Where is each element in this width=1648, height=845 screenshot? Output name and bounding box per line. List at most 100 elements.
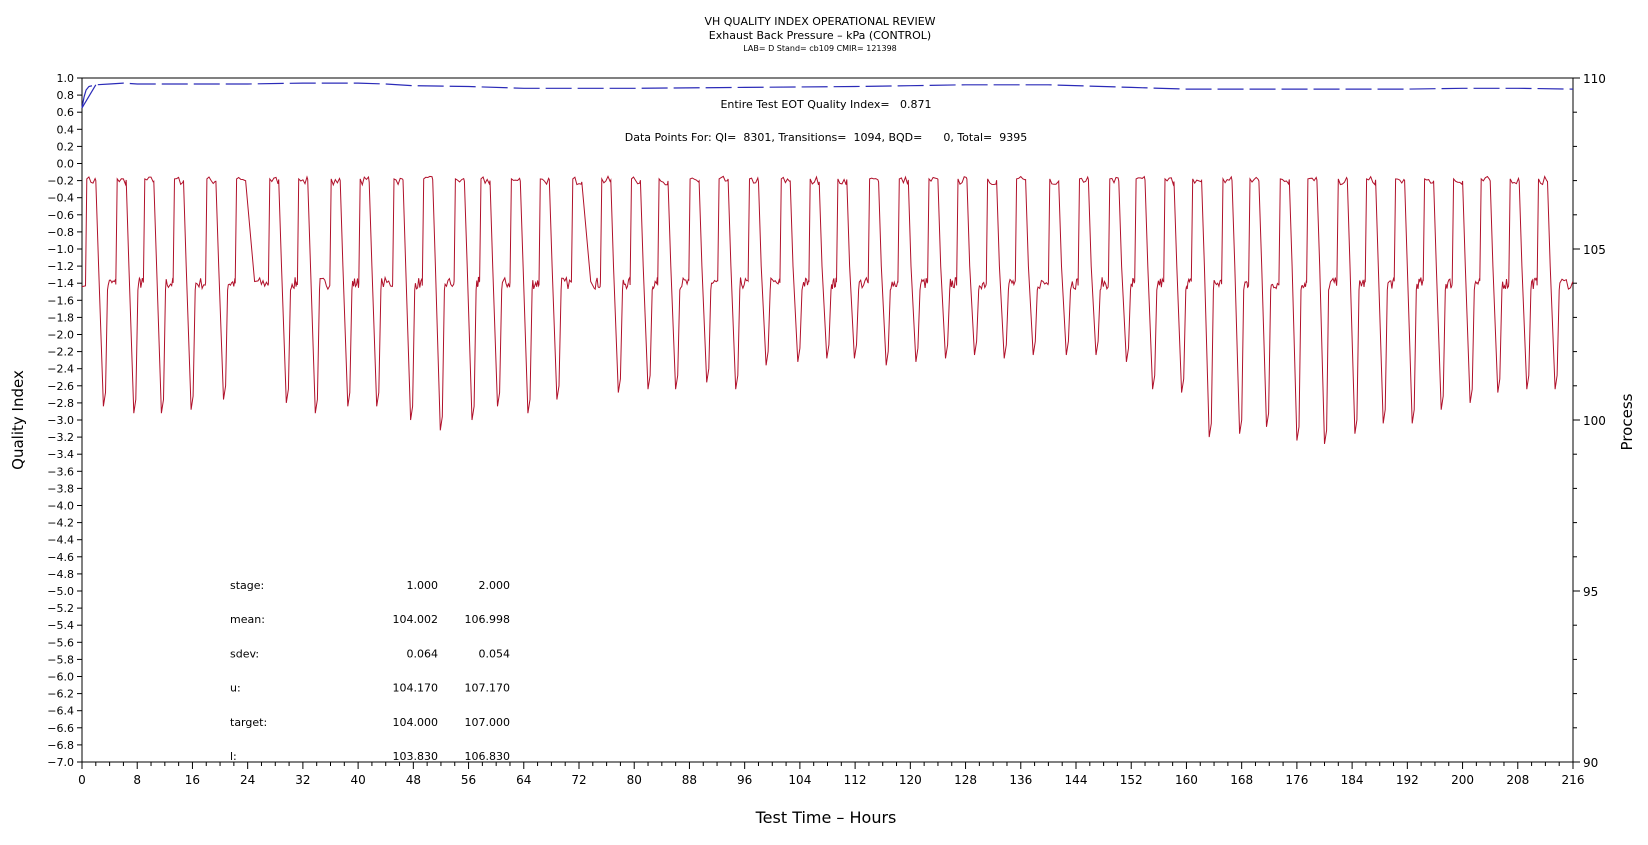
x-tick-label: 48 <box>406 773 421 787</box>
y-left-tick-label: 0.2 <box>57 140 75 153</box>
y-right-tick-label: 90 <box>1583 756 1598 770</box>
x-tick-label: 176 <box>1285 773 1308 787</box>
process-line <box>81 175 1574 444</box>
stats-label: mean: <box>230 613 265 626</box>
stats-value-stage2: 2.000 <box>479 579 511 592</box>
x-tick-label: 0 <box>78 773 86 787</box>
x-tick-label: 136 <box>1009 773 1032 787</box>
x-tick-label: 24 <box>240 773 255 787</box>
y-left-tick-label: −5.8 <box>47 653 74 666</box>
x-tick-label: 128 <box>954 773 977 787</box>
y-left-tick-label: −3.6 <box>47 465 74 478</box>
y-left-tick-label: −4.2 <box>47 517 74 530</box>
y-right-tick-label: 100 <box>1583 414 1606 428</box>
y-left-tick-label: −3.2 <box>47 431 74 444</box>
x-tick-label: 104 <box>788 773 811 787</box>
stats-value-stage2: 107.170 <box>465 682 511 695</box>
y-left-tick-label: −6.6 <box>47 722 74 735</box>
eot-quality-index: Entire Test EOT Quality Index= 0.871 <box>720 98 931 111</box>
stats-label: l: <box>230 750 237 763</box>
x-tick-label: 192 <box>1396 773 1419 787</box>
y-left-tick-label: −6.0 <box>47 671 74 684</box>
y-left-tick-label: −2.4 <box>47 363 74 376</box>
y-left-tick-label: −6.2 <box>47 688 74 701</box>
chart-title: VH QUALITY INDEX OPERATIONAL REVIEW <box>704 15 935 28</box>
y-left-tick-label: −2.0 <box>47 329 74 342</box>
x-tick-label: 112 <box>844 773 867 787</box>
y-left-tick-label: −3.0 <box>47 414 74 427</box>
quality-index-start <box>81 84 97 109</box>
quality-index-line <box>81 82 1574 109</box>
x-tick-label: 168 <box>1230 773 1253 787</box>
y-left-tick-label: −6.8 <box>47 739 74 752</box>
y-left-tick-label: −4.8 <box>47 568 74 581</box>
y-left-axis-label: Quality Index <box>9 370 27 470</box>
y-left-tick-label: −1.2 <box>47 260 74 273</box>
y-left-tick-label: −0.2 <box>47 175 74 188</box>
y-left-tick-label: −5.0 <box>47 585 74 598</box>
stats-value-stage1: 1.000 <box>407 579 439 592</box>
stats-label: sdev: <box>230 647 259 660</box>
y-left-tick-label: −2.6 <box>47 380 74 393</box>
y-right-axis-label: Process <box>1618 393 1636 450</box>
y-left-tick-label: −2.8 <box>47 397 74 410</box>
x-tick-label: 160 <box>1175 773 1198 787</box>
stats-value-stage1: 0.064 <box>407 647 439 660</box>
x-tick-label: 32 <box>295 773 310 787</box>
stats-label: target: <box>230 716 267 729</box>
y-left-tick-label: −1.6 <box>47 294 74 307</box>
y-left-tick-label: −3.4 <box>47 448 74 461</box>
stats-label: u: <box>230 682 241 695</box>
y-left-tick-label: 0.0 <box>57 158 75 171</box>
x-tick-label: 120 <box>899 773 922 787</box>
y-left-axis: 1.0 0.8 0.6 0.4 0.2 0.0 −0.2 −0.4 −0.6 −0.8 −1.0 −1… <box>47 72 82 769</box>
y-left-tick-label: 1.0 <box>57 72 75 85</box>
stats-value-stage1: 104.170 <box>393 682 439 695</box>
chart-subtitle: Exhaust Back Pressure – kPa (CONTROL) <box>709 29 931 42</box>
x-tick-label: 200 <box>1451 773 1474 787</box>
x-tick-label: 152 <box>1120 773 1143 787</box>
x-axis: 0 8 16 24 32 40 48 56 64 72 80 88 96 104 112 120 128 136 1… <box>78 762 1584 787</box>
y-left-tick-label: −1.4 <box>47 277 74 290</box>
stats-label: stage: <box>230 579 264 592</box>
y-right-tick-label: 110 <box>1583 72 1606 86</box>
x-tick-label: 88 <box>682 773 697 787</box>
x-tick-label: 56 <box>461 773 476 787</box>
y-left-tick-label: 0.4 <box>57 123 75 136</box>
y-left-tick-label: −3.8 <box>47 482 74 495</box>
y-left-tick-label: −5.6 <box>47 636 74 649</box>
y-left-tick-label: −0.8 <box>47 226 74 239</box>
x-tick-label: 64 <box>516 773 531 787</box>
y-left-tick-label: −0.6 <box>47 209 74 222</box>
stats-value-stage1: 104.000 <box>393 716 439 729</box>
stats-value-stage2: 0.054 <box>479 647 511 660</box>
y-left-tick-label: −6.4 <box>47 705 74 718</box>
x-tick-label: 184 <box>1341 773 1364 787</box>
stats-value-stage2: 107.000 <box>465 716 511 729</box>
data-points-summary: Data Points For: QI= 8301, Transitions= … <box>625 131 1027 144</box>
x-tick-label: 72 <box>571 773 586 787</box>
y-right-tick-label: 105 <box>1583 243 1606 257</box>
y-left-tick-label: −0.4 <box>47 192 74 205</box>
x-tick-label: 208 <box>1506 773 1529 787</box>
chart-subtitle-2: LAB= D Stand= cb109 CMIR= 121398 <box>743 44 897 53</box>
stats-table: stage: 1.000 2.000 mean: 104.002 106.998 sdev:… <box>230 579 510 763</box>
x-tick-label: 8 <box>133 773 141 787</box>
y-left-tick-label: −1.0 <box>47 243 74 256</box>
y-left-tick-label: 0.6 <box>57 106 75 119</box>
stats-value-stage1: 104.002 <box>393 613 439 626</box>
y-right-tick-label: 95 <box>1583 585 1598 599</box>
y-left-tick-label: −4.6 <box>47 551 74 564</box>
y-right-axis: 90 95 100 105 110 <box>1573 72 1606 770</box>
y-left-tick-label: −1.8 <box>47 311 74 324</box>
x-tick-label: 80 <box>627 773 642 787</box>
y-left-tick-label: −2.2 <box>47 346 74 359</box>
x-tick-label: 40 <box>350 773 365 787</box>
y-left-tick-label: −4.0 <box>47 500 74 513</box>
x-axis-label: Test Time – Hours <box>755 808 897 827</box>
stats-value-stage2: 106.830 <box>465 750 511 763</box>
x-tick-label: 96 <box>737 773 752 787</box>
stats-value-stage1: 103.830 <box>393 750 439 763</box>
x-tick-label: 16 <box>185 773 200 787</box>
